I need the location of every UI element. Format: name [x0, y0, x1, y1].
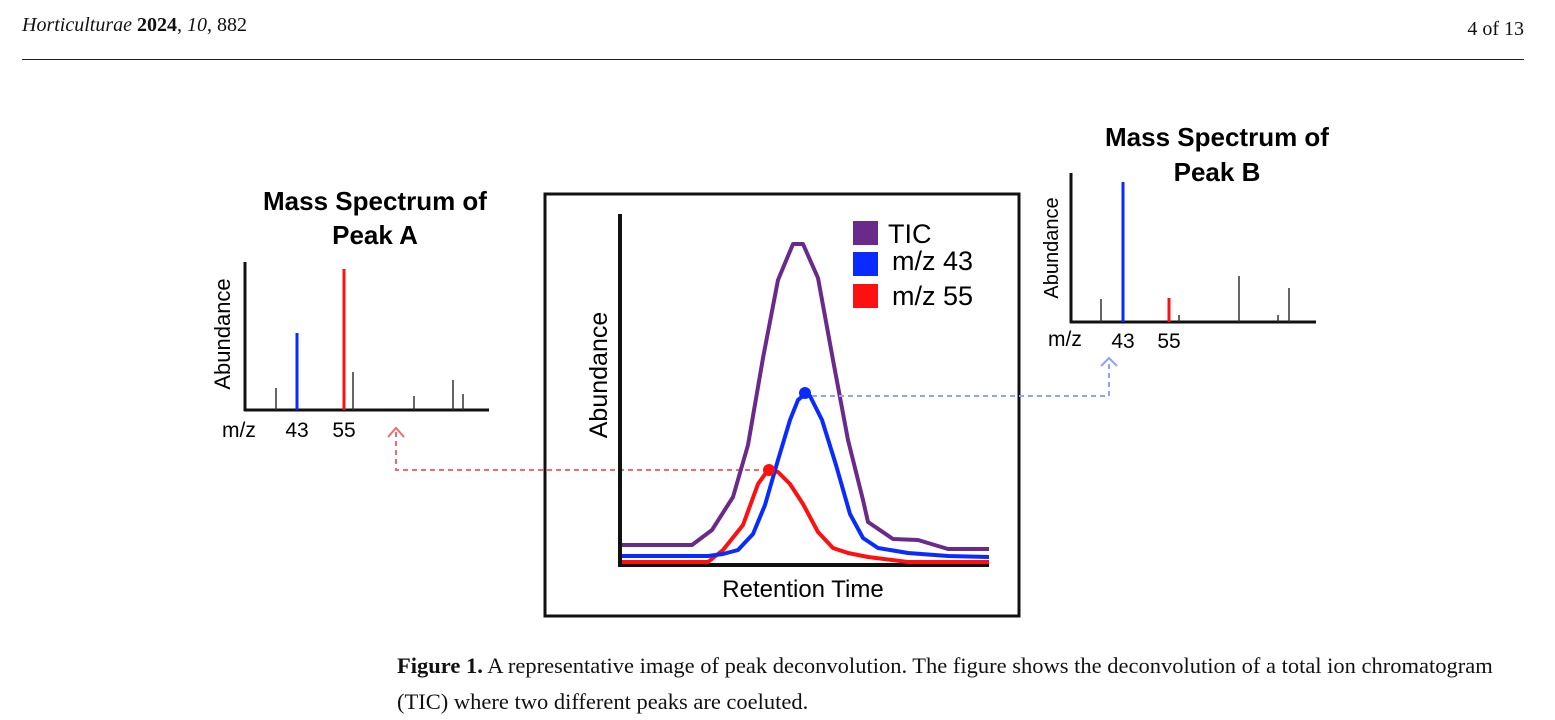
legend-swatch-mz55 [853, 284, 878, 308]
legend-label-mz55: m/z 55 [892, 281, 973, 311]
spectrum-a-tick-43: 43 [285, 419, 308, 442]
connector-peak-a [395, 432, 768, 471]
journal-volume: 10 [187, 14, 207, 36]
spectrum-a-xlabel: m/z [222, 419, 256, 442]
legend-label-mz43: m/z 43 [892, 246, 973, 276]
figure-label: Figure 1. [397, 653, 483, 678]
legend-swatch-tic [853, 221, 878, 245]
chromatogram-frame [543, 192, 1021, 618]
mz43-trace [622, 392, 990, 559]
spectrum-b-ylabel: Abundance [1041, 197, 1063, 298]
legend-label-tic: TIC [888, 219, 932, 249]
spectrum-b-xlabel: m/z [1048, 328, 1082, 351]
tic-trace [622, 242, 989, 551]
chromatogram-xlabel: Retention Time [722, 576, 883, 603]
arrow-up-icon [1100, 356, 1118, 367]
chromatogram-legend: TIC m/z 43 m/z 55 [853, 219, 973, 311]
mass-spectrum-peak-a: Mass Spectrum of Peak A Abundance m/z 43… [210, 186, 489, 442]
spectrum-b-tick-43: 43 [1111, 330, 1134, 353]
spectrum-b-title-line2: Peak B [1174, 157, 1261, 187]
peak-a-marker [763, 464, 775, 476]
page-header: Horticulturae 2024, 10, 882 4 of 13 [22, 14, 1524, 44]
connector-peak-b [812, 363, 1110, 397]
journal-citation: Horticulturae 2024, 10, 882 [22, 14, 247, 36]
spectrum-a-tick-55: 55 [332, 419, 355, 442]
peak-b-marker [799, 387, 811, 399]
arrow-up-icon [387, 426, 405, 438]
spectrum-a-title-line2: Peak A [332, 220, 418, 250]
legend-swatch-mz43 [853, 252, 878, 276]
spectrum-a-title-line1: Mass Spectrum of [263, 186, 487, 216]
journal-article: 882 [217, 14, 247, 36]
chromatogram: Abundance Retention Time TIC m/z 43 m/z … [543, 192, 1021, 618]
mz55-trace [622, 468, 989, 564]
caption-text: A representative image of peak deconvolu… [397, 653, 1493, 714]
journal-name: Horticulturae [22, 14, 132, 36]
spectrum-a-ylabel: Abundance [210, 278, 235, 389]
spectrum-b-title-line1: Mass Spectrum of [1105, 122, 1329, 152]
mass-spectrum-peak-b: Mass Spectrum of Peak B Abundance m/z 43… [1041, 122, 1329, 367]
header-rule [22, 59, 1524, 60]
chromatogram-ylabel: Abundance [585, 312, 613, 439]
page-number: 4 of 13 [1467, 18, 1524, 40]
spectrum-b-tick-55: 55 [1157, 330, 1180, 353]
figure-caption: Figure 1. A representative image of peak… [397, 648, 1525, 720]
journal-year: 2024 [137, 14, 177, 36]
